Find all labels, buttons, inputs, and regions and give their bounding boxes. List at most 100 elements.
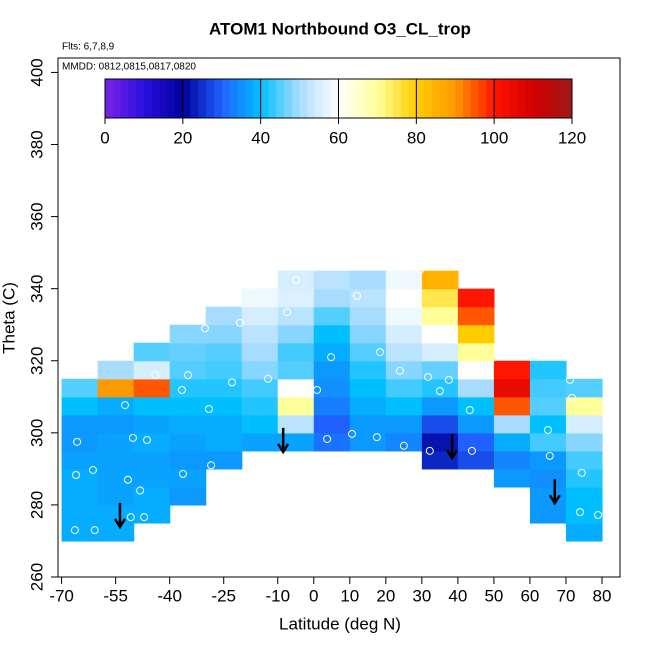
heat-cell bbox=[349, 432, 387, 452]
heat-cell bbox=[493, 468, 531, 488]
colorbar-swatch bbox=[229, 79, 238, 118]
heat-cell bbox=[349, 414, 387, 434]
heat-cell bbox=[349, 324, 387, 344]
colorbar-swatch bbox=[284, 79, 293, 118]
heat-cell bbox=[313, 306, 351, 326]
colorbar-swatch bbox=[307, 79, 316, 118]
heat-cell bbox=[169, 360, 207, 380]
heat-cell bbox=[133, 378, 171, 398]
heat-cell bbox=[133, 504, 171, 524]
sample-point bbox=[72, 471, 81, 480]
heat-cell bbox=[529, 432, 567, 452]
sample-point bbox=[395, 366, 404, 375]
x-tick-label: 50 bbox=[484, 586, 503, 605]
heat-cell bbox=[169, 486, 207, 506]
heat-cell bbox=[205, 414, 243, 434]
sample-point bbox=[90, 526, 99, 535]
colorbar-swatch bbox=[182, 79, 192, 118]
heat-cell bbox=[385, 414, 423, 434]
heat-cell bbox=[565, 432, 603, 452]
sample-point bbox=[283, 308, 292, 317]
heat-cell bbox=[241, 324, 279, 344]
heat-cell bbox=[97, 450, 135, 470]
sample-point bbox=[179, 469, 188, 478]
heat-cell bbox=[313, 342, 351, 362]
plot-frame bbox=[57, 57, 621, 578]
x-axis-label: Latitude (deg N) bbox=[279, 614, 401, 633]
heat-cell bbox=[565, 450, 603, 470]
heat-cell bbox=[385, 396, 423, 416]
heat-cell bbox=[241, 360, 279, 380]
colorbar-swatch bbox=[548, 79, 557, 118]
y-tick-label: 400 bbox=[27, 58, 46, 86]
heat-cell bbox=[421, 414, 459, 434]
heat-cell bbox=[565, 504, 603, 524]
x-tick-label: 60 bbox=[520, 586, 539, 605]
x-tick-label: 70 bbox=[557, 586, 576, 605]
sample-point bbox=[423, 372, 432, 381]
heat-cell bbox=[205, 360, 243, 380]
heat-cell bbox=[421, 270, 459, 290]
colorbar-swatch bbox=[136, 79, 145, 118]
heat-cell bbox=[565, 378, 603, 398]
heat-cell bbox=[313, 360, 351, 380]
heat-cell bbox=[457, 432, 495, 452]
x-tick-label: 0 bbox=[309, 586, 318, 605]
sample-point bbox=[151, 371, 160, 380]
heat-cell bbox=[457, 342, 495, 362]
heat-cell bbox=[349, 342, 387, 362]
colorbar-swatch bbox=[221, 79, 231, 118]
sample-point bbox=[565, 375, 574, 384]
heat-cell bbox=[349, 360, 387, 380]
colorbar-swatch bbox=[486, 79, 495, 118]
sample-point bbox=[140, 513, 149, 522]
sample-point bbox=[200, 324, 209, 333]
colorbar-swatch bbox=[245, 79, 254, 118]
sample-point bbox=[568, 393, 577, 402]
colorbar-swatch bbox=[509, 79, 519, 118]
sample-point bbox=[594, 511, 603, 520]
heat-cell bbox=[313, 414, 351, 434]
colorbar-swatch bbox=[276, 79, 285, 118]
x-tick-label: -55 bbox=[103, 586, 128, 605]
heat-cell bbox=[169, 378, 207, 398]
sample-point bbox=[313, 385, 322, 394]
heat-cell bbox=[313, 396, 351, 416]
heat-cell bbox=[565, 396, 603, 416]
colorbar-swatch bbox=[564, 79, 573, 118]
colorbar-swatch bbox=[501, 79, 511, 118]
heat-cell bbox=[61, 450, 99, 470]
colorbar-tick-label: 100 bbox=[480, 128, 508, 147]
heat-cell bbox=[61, 468, 99, 488]
heat-cell bbox=[97, 468, 135, 488]
heat-cell bbox=[385, 324, 423, 344]
colorbar-swatch bbox=[361, 79, 371, 118]
sample-point bbox=[360, 255, 369, 264]
heat-cell bbox=[529, 360, 567, 380]
sample-point bbox=[207, 461, 216, 470]
x-tick-label: -25 bbox=[211, 586, 236, 605]
heat-cell bbox=[313, 288, 351, 308]
heat-cell bbox=[349, 306, 387, 326]
x-tick-label: 30 bbox=[412, 586, 431, 605]
sample-point bbox=[543, 425, 552, 434]
heat-cell bbox=[61, 432, 99, 452]
colorbar-swatch bbox=[369, 79, 378, 118]
x-tick-label: -40 bbox=[157, 586, 182, 605]
colorbar-swatch bbox=[540, 79, 550, 118]
sample-point bbox=[399, 441, 408, 450]
heat-cell bbox=[349, 288, 387, 308]
heat-cell bbox=[205, 306, 243, 326]
heat-cell bbox=[529, 504, 567, 524]
colorbar-swatch bbox=[120, 79, 129, 118]
heat-cell bbox=[529, 486, 567, 506]
heat-cell bbox=[61, 378, 99, 398]
colorbar-swatch bbox=[463, 79, 472, 118]
heat-cell bbox=[169, 450, 207, 470]
heat-cell bbox=[385, 342, 423, 362]
sample-point bbox=[545, 451, 554, 460]
heat-cell bbox=[169, 468, 207, 488]
heat-cell bbox=[277, 342, 315, 362]
heat-cell bbox=[277, 396, 315, 416]
heat-cell bbox=[493, 378, 531, 398]
